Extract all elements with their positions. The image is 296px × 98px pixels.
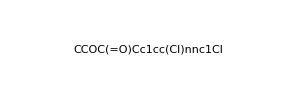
- Text: CCOC(=O)Cc1cc(Cl)nnc1Cl: CCOC(=O)Cc1cc(Cl)nnc1Cl: [73, 44, 223, 54]
